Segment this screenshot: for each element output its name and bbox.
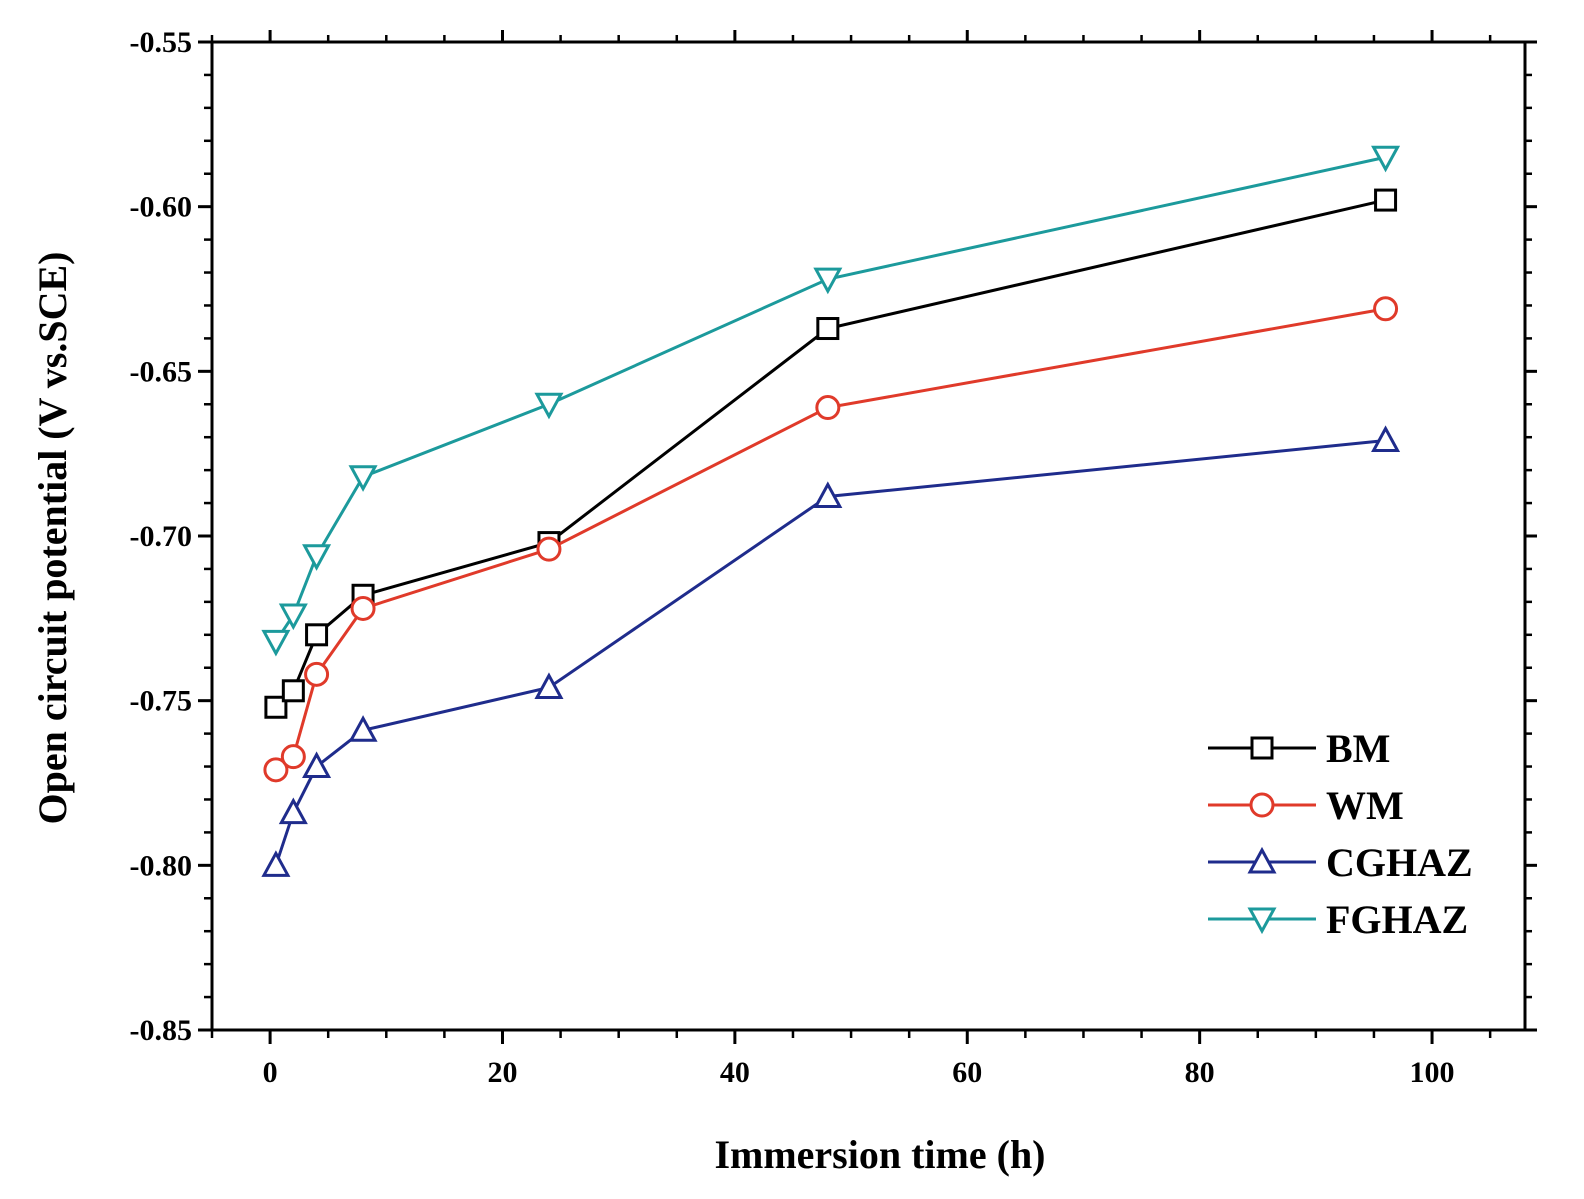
legend-item-cghaz: CGHAZ — [1208, 840, 1473, 885]
x-axis-title: Immersion time (h) — [714, 1132, 1045, 1177]
data-point-bm — [281, 679, 305, 703]
legend-label-wm: WM — [1326, 783, 1404, 828]
data-point-bm — [305, 623, 329, 647]
data-point-bm — [264, 695, 288, 719]
legend: BM WM CGHAZ FGHAZ — [1208, 726, 1473, 942]
data-point-cghaz — [813, 481, 843, 508]
data-point-wm — [263, 757, 289, 783]
axes: 0 20 40 60 80 100 -0.85 -0.80 -0.75 -0.70 -0.65 -0.… — [130, 26, 1537, 1089]
y-tick-label: -0.85 — [130, 1014, 193, 1047]
legend-label-fghaz: FGHAZ — [1326, 897, 1468, 942]
series-fghaz — [261, 145, 1401, 657]
y-tick-label: -0.55 — [130, 26, 193, 59]
data-point-fghaz — [261, 629, 291, 657]
data-point-wm — [1373, 296, 1399, 322]
data-point-fghaz — [813, 267, 843, 295]
legend-item-bm: BM — [1208, 726, 1390, 771]
y-tick-label: -0.70 — [130, 520, 193, 553]
data-point-cghaz — [348, 715, 378, 742]
legend-marker-bm — [1250, 736, 1274, 760]
x-tick-label: 80 — [1185, 1056, 1215, 1089]
data-point-bm — [1374, 188, 1398, 212]
legend-marker-fghaz — [1247, 907, 1277, 935]
data-point-cghaz — [261, 850, 291, 877]
data-point-cghaz — [302, 751, 332, 779]
data-point-wm — [350, 595, 376, 621]
data-point-wm — [815, 395, 841, 421]
series-group — [261, 145, 1401, 877]
legend-marker-wm — [1249, 792, 1275, 818]
legend-item-wm: WM — [1208, 783, 1404, 828]
y-tick-label: -0.75 — [130, 685, 193, 718]
data-point-fghaz — [534, 392, 564, 420]
data-point-cghaz — [1371, 425, 1401, 452]
data-point-cghaz — [534, 672, 564, 699]
legend-item-fghaz: FGHAZ — [1208, 897, 1468, 942]
data-point-fghaz — [278, 603, 308, 631]
y-axis-title: Open circuit potential (V vs.SCE) — [30, 252, 75, 825]
x-tick-label: 20 — [487, 1056, 517, 1089]
data-point-fghaz — [1371, 145, 1401, 173]
x-tick-label: 60 — [952, 1056, 982, 1089]
series-cghaz — [261, 425, 1401, 877]
data-point-wm — [280, 744, 306, 770]
x-tick-label: 40 — [720, 1056, 750, 1089]
legend-marker-cghaz — [1247, 846, 1277, 874]
legend-label-cghaz: CGHAZ — [1326, 840, 1473, 885]
data-point-cghaz — [278, 797, 308, 825]
data-point-wm — [536, 536, 562, 562]
y-tick-label: -0.65 — [130, 355, 193, 388]
data-point-fghaz — [302, 544, 332, 571]
data-point-fghaz — [348, 465, 378, 492]
x-tick-label: 0 — [263, 1056, 278, 1089]
data-point-bm — [816, 317, 840, 341]
y-tick-label: -0.80 — [130, 849, 193, 882]
data-point-wm — [304, 661, 330, 687]
y-tick-label: -0.60 — [130, 191, 193, 224]
series-wm — [263, 296, 1399, 783]
legend-label-bm: BM — [1326, 726, 1390, 771]
x-tick-label: 100 — [1410, 1056, 1455, 1089]
